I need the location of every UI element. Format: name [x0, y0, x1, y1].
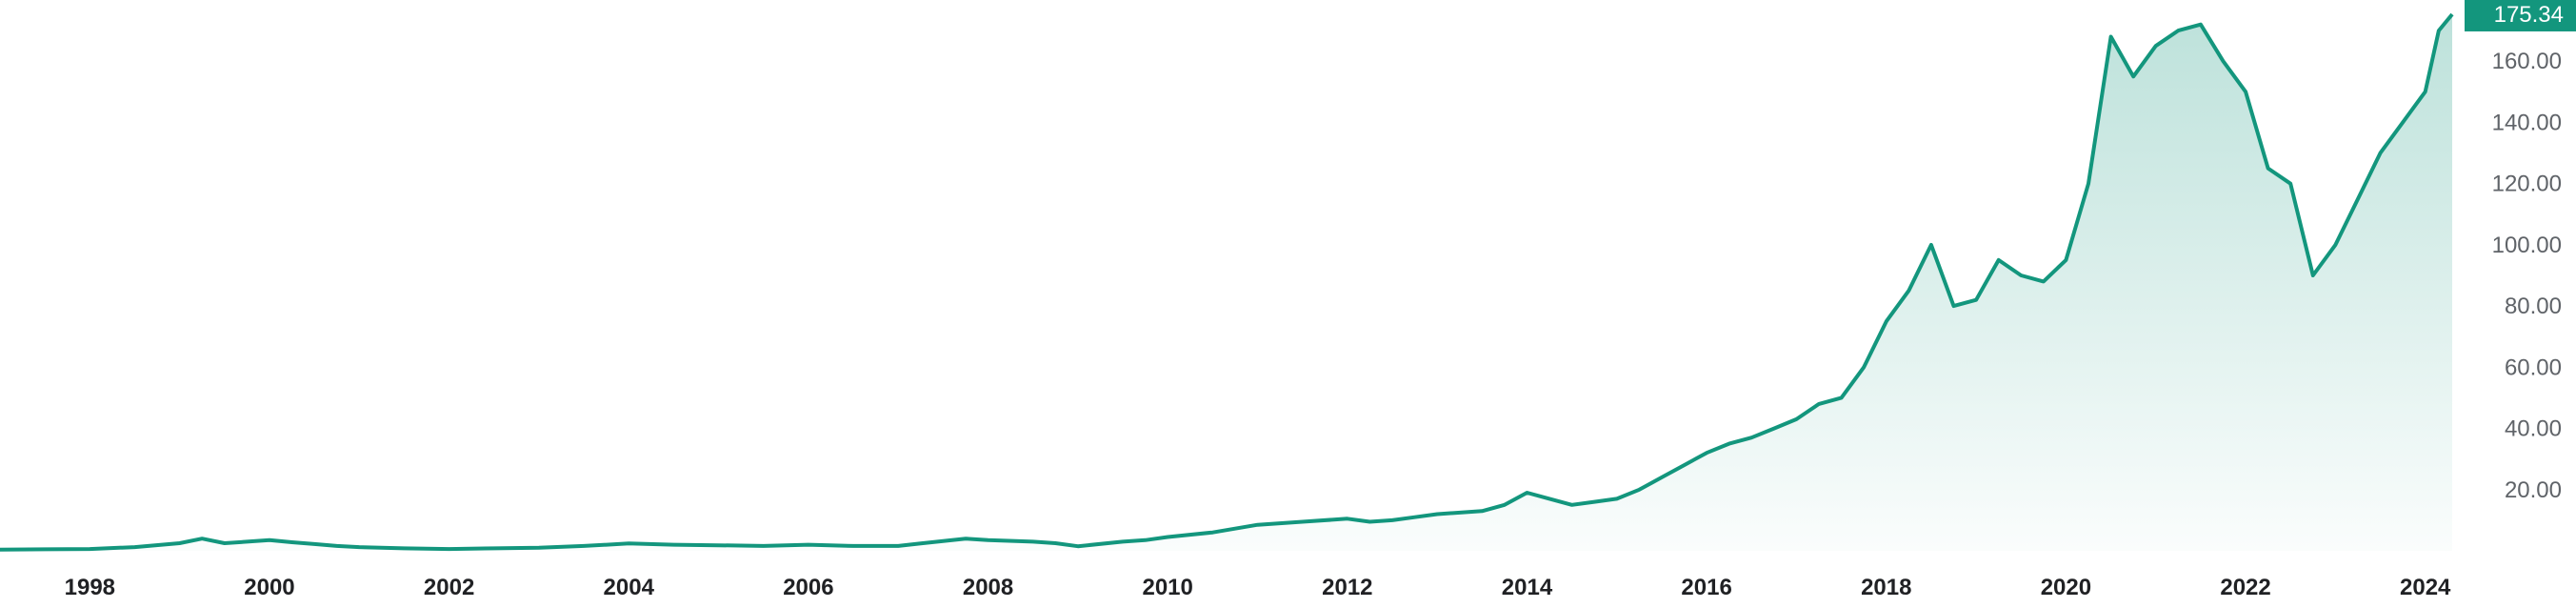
y-tick-label: 40.00	[2505, 416, 2562, 442]
x-tick-label: 2016	[1681, 575, 1731, 600]
last-price-label: 175.34	[2494, 2, 2564, 28]
price-line-layer	[0, 12, 2454, 552]
y-tick-label: 20.00	[2505, 477, 2562, 503]
last-price-badge-bg	[2465, 0, 2576, 31]
y-tick-label: 80.00	[2505, 294, 2562, 319]
x-axis: 1998 2000 2002 2004 2006 2008 2010 2012 2014 2016…	[65, 575, 2451, 600]
x-tick-label: 2002	[424, 575, 474, 600]
y-tick-label: 60.00	[2505, 355, 2562, 380]
price-line	[0, 12, 2454, 552]
y-tick-label: 120.00	[2492, 172, 2562, 197]
last-price-badge: 175.34	[2465, 0, 2576, 31]
x-tick-label: 2006	[783, 575, 833, 600]
y-tick-label: 100.00	[2492, 233, 2562, 258]
x-tick-label: 2000	[244, 575, 294, 600]
x-tick-label: 2020	[2041, 575, 2091, 600]
x-tick-label: 2008	[963, 575, 1013, 600]
x-tick-label: 2010	[1142, 575, 1192, 600]
x-tick-label: 1998	[65, 575, 115, 600]
y-tick-label: 160.00	[2492, 49, 2562, 74]
x-tick-label: 2022	[2220, 575, 2270, 600]
y-tick-label: 140.00	[2492, 110, 2562, 135]
area-fill-layer	[0, 14, 2452, 551]
y-axis: 20.00 40.00 60.00 80.00 100.00 120.00 140.00 16…	[2492, 49, 2562, 503]
x-tick-label: 2012	[1322, 575, 1372, 600]
area-fill	[0, 14, 2452, 551]
x-tick-label: 2014	[1502, 575, 1553, 600]
x-tick-label: 2024	[2400, 575, 2451, 600]
x-tick-label: 2018	[1861, 575, 1911, 600]
x-tick-label: 2004	[604, 575, 655, 600]
